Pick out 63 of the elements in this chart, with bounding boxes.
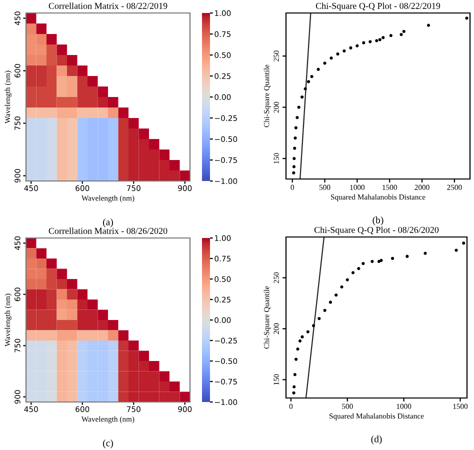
point <box>380 258 383 262</box>
point <box>293 373 296 376</box>
point <box>342 49 346 52</box>
point <box>292 385 296 388</box>
point <box>292 156 296 160</box>
point <box>382 36 385 40</box>
point <box>312 324 316 328</box>
point <box>294 126 298 130</box>
chart-title: Correllation Matrix - 08/22/2019 <box>48 2 168 9</box>
point <box>362 41 366 44</box>
point <box>300 335 304 338</box>
point <box>349 46 352 50</box>
chart-title: Chi-Square Q-Q Plot - 08/22/2019 <box>316 2 440 11</box>
point <box>462 242 466 245</box>
point <box>316 68 320 71</box>
point <box>390 256 394 260</box>
point <box>426 24 430 27</box>
point <box>389 34 392 38</box>
point <box>294 136 297 140</box>
point <box>362 262 365 266</box>
point <box>304 87 307 90</box>
point <box>328 300 332 304</box>
point <box>454 248 458 252</box>
text: (c) <box>103 440 113 448</box>
point <box>378 38 382 42</box>
point <box>323 308 326 312</box>
point <box>424 252 427 255</box>
point <box>368 40 372 44</box>
point <box>293 146 296 150</box>
text: (d) <box>371 436 382 444</box>
point <box>292 171 296 174</box>
point <box>292 165 296 168</box>
point <box>402 30 406 33</box>
point <box>296 116 299 120</box>
point <box>306 330 310 334</box>
point <box>310 74 314 78</box>
point <box>346 278 349 282</box>
point <box>307 80 310 84</box>
point <box>334 294 338 297</box>
point <box>406 254 409 258</box>
point <box>298 339 302 342</box>
point <box>370 260 374 264</box>
point <box>357 267 360 270</box>
point <box>294 358 298 361</box>
point <box>292 391 296 394</box>
point <box>375 39 378 42</box>
text: (b) <box>372 216 384 226</box>
chart-title: Correllation Matrix - 08/26/2020 <box>48 228 168 234</box>
chart-title: Chi-Square Q-Q Plot - 08/26/2020 <box>314 226 439 235</box>
point <box>400 32 403 36</box>
point <box>323 62 326 65</box>
point <box>297 106 300 109</box>
point <box>465 16 468 20</box>
point <box>296 348 300 351</box>
point <box>318 316 321 320</box>
point <box>351 271 355 274</box>
point <box>356 44 359 48</box>
text: (a) <box>103 218 113 228</box>
point <box>336 52 340 56</box>
point <box>340 285 344 288</box>
point <box>330 56 333 60</box>
point <box>300 95 304 99</box>
point <box>377 260 381 264</box>
